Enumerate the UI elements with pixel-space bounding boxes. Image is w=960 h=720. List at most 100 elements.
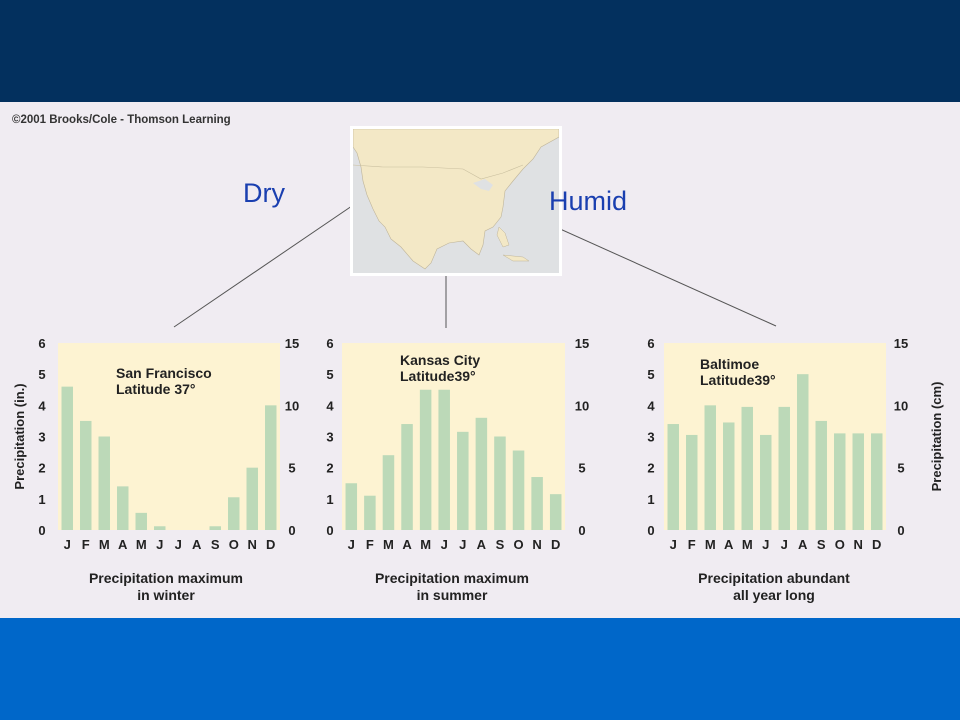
chart-1-x-tick: M <box>136 537 147 552</box>
chart-2-y-tick-left: 1 <box>326 492 333 507</box>
chart-2-plot-area <box>342 343 565 530</box>
copyright-text: ©2001 Brooks/Cole - Thomson Learning <box>12 114 231 126</box>
chart-3-y-tick-left: 3 <box>647 430 654 445</box>
chart-1-bar <box>246 467 258 530</box>
chart-3-x-tick: M <box>705 537 716 552</box>
chart-3-y-tick-right: 0 <box>897 523 904 538</box>
chart-2-x-tick: M <box>383 537 394 552</box>
chart-3-y-tick-right: 10 <box>894 398 908 413</box>
chart-1-bar <box>265 405 277 530</box>
cuba <box>502 254 530 262</box>
chart-1-y-tick-right: 0 <box>288 523 295 538</box>
chart-3-bar <box>797 374 809 530</box>
chart-3-plot-area <box>664 343 886 530</box>
chart-2-bar <box>549 494 562 530</box>
chart-2-y-tick-left: 6 <box>326 336 333 351</box>
chart-2-y-tick-right: 5 <box>578 461 585 476</box>
chart-2-x-tick: J <box>441 537 448 552</box>
chart-1-y-tick-right: 15 <box>285 336 299 351</box>
chart-2-y-tick-left: 3 <box>326 430 333 445</box>
chart-1-y-tick-left: 5 <box>38 367 45 382</box>
chart-1-x-tick: A <box>192 537 202 552</box>
chart-2-x-tick: M <box>420 537 431 552</box>
chart-2-bar <box>419 389 432 530</box>
chart-3-y-tick-left: 1 <box>647 492 654 507</box>
chart-1-x-tick: D <box>266 537 275 552</box>
north-america-map <box>350 126 562 276</box>
chart-2-bar <box>364 495 376 530</box>
chart-2-bar <box>345 483 358 530</box>
chart-2-y-tick-right: 10 <box>575 398 589 413</box>
chart-2-caption-line1: Precipitation maximum <box>374 570 530 586</box>
chart-3-y-tick-left: 4 <box>647 398 655 413</box>
chart-1-y-tick-left: 4 <box>38 398 46 413</box>
humid-label: Humid <box>549 186 628 216</box>
chart-2-x-tick: J <box>459 537 466 552</box>
chart-3-y-axis-label-right: Precipitation (cm) <box>929 382 944 492</box>
chart-1-bar <box>98 436 110 530</box>
chart-3-x-tick: O <box>835 537 845 552</box>
chart-1-caption-line2: in winter <box>137 587 195 603</box>
chart-1-bar <box>228 497 240 530</box>
chart-2-y-tick-right: 0 <box>578 523 585 538</box>
chart-1-x-tick: F <box>82 537 90 552</box>
land-mass <box>353 129 559 270</box>
chart-3-bar <box>723 422 735 530</box>
chart-3-bar <box>667 424 679 530</box>
chart-2-y-tick-left: 5 <box>326 367 333 382</box>
chart-1-x-tick: J <box>175 537 182 552</box>
great-lakes <box>473 179 493 191</box>
chart-2-x-tick: A <box>402 537 412 552</box>
chart-2-title-line2: Latitude39° <box>400 368 476 384</box>
chart-3-title: Baltimoe Latitude39° <box>700 356 776 388</box>
dry-label: Dry <box>243 178 285 208</box>
chart-3-y-tick-right: 5 <box>897 461 904 476</box>
chart-1-y-tick-left: 2 <box>38 461 45 476</box>
chart-2-bar <box>401 424 413 530</box>
chart-3-y-tick-left: 0 <box>647 523 654 538</box>
chart-2-bar <box>494 436 506 530</box>
chart-1-x-tick: S <box>211 537 220 552</box>
florida <box>496 226 510 248</box>
chart-1-y-tick-left: 0 <box>38 523 45 538</box>
chart-1-bar <box>154 526 166 530</box>
chart-3-title-line1: Baltimoe <box>700 356 760 372</box>
chart-2-bar <box>531 477 543 530</box>
chart-3-bar <box>760 434 772 530</box>
chart-3-x-tick: A <box>798 537 808 552</box>
connector-line-1 <box>173 192 372 328</box>
chart-1-y-axis-label-left: Precipitation (in.) <box>12 383 27 489</box>
chart-3-bar <box>852 433 864 530</box>
chart-3-x-tick: J <box>670 537 677 552</box>
header-band <box>0 0 960 102</box>
chart-3-bar <box>686 434 698 530</box>
chart-3-bar <box>741 406 753 530</box>
chart-1-plot-area <box>58 343 280 530</box>
chart-1-bar <box>117 486 129 530</box>
chart-3-bar <box>815 420 827 530</box>
chart-3-x-tick: S <box>817 537 826 552</box>
chart-3-y-tick-left: 2 <box>647 461 654 476</box>
chart-1-y-tick-right: 5 <box>288 461 295 476</box>
chart-3-x-tick: J <box>762 537 769 552</box>
chart-3-bar <box>871 433 883 530</box>
chart-3-y-tick-left: 6 <box>647 336 654 351</box>
chart-1-y-tick-left: 6 <box>38 336 45 351</box>
chart-1-x-tick: M <box>99 537 110 552</box>
chart-1-y-tick-right: 10 <box>285 398 299 413</box>
chart-3-bar <box>704 405 716 530</box>
chart-3-y-tick-right: 15 <box>894 336 908 351</box>
chart-1-x-tick: N <box>248 537 257 552</box>
chart-2-title: Kansas City Latitude39° <box>400 352 480 384</box>
chart-3-caption-line1: Precipitation abundant <box>698 570 850 586</box>
chart-3-caption: Precipitation abundant all year long <box>654 570 894 604</box>
chart-2-x-tick: N <box>532 537 541 552</box>
chart-1-bar <box>135 512 147 530</box>
chart-3-x-tick: D <box>872 537 881 552</box>
chart-1-bar <box>80 420 92 530</box>
chart-1-y-tick-left: 1 <box>38 492 45 507</box>
chart-2-bar <box>475 417 488 530</box>
chart-2-y-tick-right: 15 <box>575 336 589 351</box>
chart-1-y-tick-left: 3 <box>38 430 45 445</box>
